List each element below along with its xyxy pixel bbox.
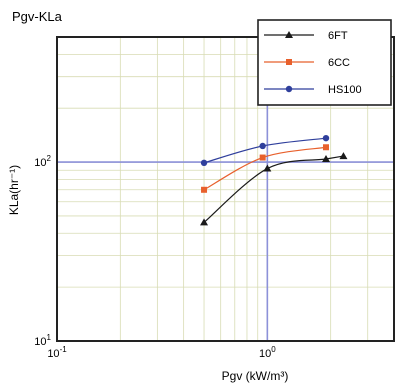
legend-marker-6ft (285, 31, 293, 38)
data-point-6ft (263, 164, 272, 172)
x-tick-label: 10-1 (47, 345, 67, 360)
legend-marker-6cc (286, 59, 292, 65)
data-point-6cc (322, 144, 329, 151)
x-axis-label: Pgv (kW/m³) (222, 369, 289, 383)
data-point-hs100 (322, 134, 330, 142)
data-point-6cc (259, 154, 266, 161)
legend-marker-hs100 (285, 85, 293, 93)
chart-title: Pgv-KLa (12, 9, 63, 24)
data-point-6ft (321, 155, 330, 163)
series-layer (200, 134, 348, 226)
plot-frame (56, 36, 395, 342)
y-tick-label: 102 (34, 154, 51, 169)
y-tick-label: 101 (34, 333, 51, 348)
series-line-6ft (203, 155, 344, 223)
legend-label-6ft: 6FT (328, 30, 348, 42)
legend-label-hs100: HS100 (328, 84, 362, 96)
data-point-hs100 (200, 159, 208, 167)
y-axis-label: KLa(hr⁻¹) (7, 165, 21, 215)
legend-label-6cc: 6CC (328, 57, 350, 69)
data-point-6ft (339, 152, 348, 160)
x-tick-label: 100 (259, 345, 276, 360)
data-point-6cc (201, 186, 208, 193)
tick-labels: 10-1 100 101 102 (34, 154, 276, 360)
data-point-hs100 (259, 142, 266, 150)
series-line-6cc (203, 146, 327, 191)
legend: 6FT 6CC HS100 (257, 19, 392, 106)
data-point-6ft (200, 218, 209, 226)
